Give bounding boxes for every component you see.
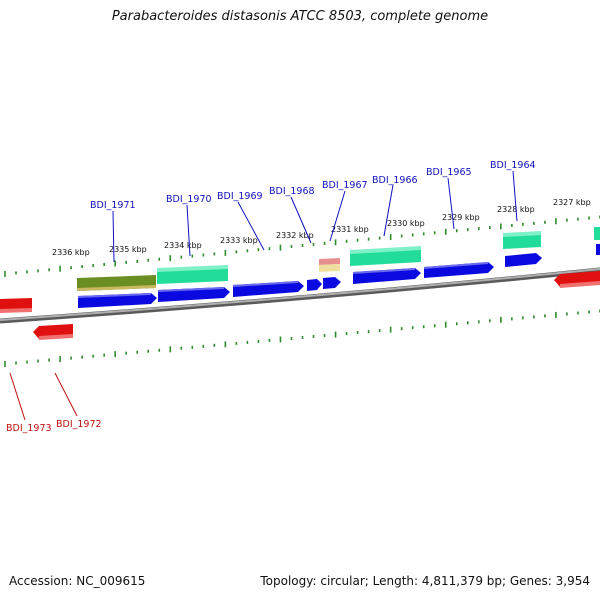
cog-bar-shade xyxy=(157,265,228,272)
gene-label[interactable]: BDI_1965 xyxy=(426,167,472,178)
gene-label[interactable]: BDI_1973 xyxy=(6,423,52,434)
gene-arrow-highlight xyxy=(78,293,151,298)
cog-bar xyxy=(319,258,340,265)
cog-bar xyxy=(350,249,421,266)
gene-arrow[interactable] xyxy=(307,279,322,291)
cog-bar xyxy=(319,264,340,272)
cog-bar xyxy=(503,234,541,249)
kbp-label: 2333 kbp xyxy=(220,236,258,245)
gene-label[interactable]: BDI_1969 xyxy=(217,191,263,202)
gene-label[interactable]: BDI_1967 xyxy=(322,180,368,191)
bottom-gene-labels: BDI_1973 BDI_1972 xyxy=(6,419,102,434)
bottom-label-leaders xyxy=(9,372,78,421)
reverse-strand-genes xyxy=(0,271,600,340)
gene-label[interactable]: BDI_1964 xyxy=(490,160,536,171)
gene-arrow-highlight xyxy=(233,281,298,287)
gene-arrow-highlight xyxy=(560,281,600,288)
kbp-label: 2335 kbp xyxy=(109,245,147,254)
genome-backbone xyxy=(0,267,600,324)
lower-tick-ruler xyxy=(4,309,600,367)
forward-strand-genes xyxy=(78,244,600,308)
cog-bar-shade xyxy=(350,246,421,254)
cog-bar xyxy=(157,268,228,284)
genome-title: Parabacteroides distasonis ATCC 8503, co… xyxy=(111,9,489,24)
gene-arrow-highlight xyxy=(424,262,488,269)
gene-label[interactable]: BDI_1972 xyxy=(56,419,102,430)
cog-bar-shade xyxy=(503,231,541,237)
gene-arrow[interactable] xyxy=(596,244,600,255)
gene-label[interactable]: BDI_1966 xyxy=(372,175,418,186)
topology-text: Topology: circular; Length: 4,811,379 bp… xyxy=(260,574,590,588)
kbp-label: 2336 kbp xyxy=(52,248,90,257)
gene-label[interactable]: BDI_1968 xyxy=(269,186,315,197)
accession-text: Accession: NC_009615 xyxy=(9,574,146,588)
top-label-leaders xyxy=(112,170,518,263)
gene-arrow-highlight xyxy=(39,334,73,340)
gene-arrow[interactable] xyxy=(505,253,542,267)
cog-bar-shade xyxy=(77,285,156,291)
gene-arrow-highlight xyxy=(353,268,415,274)
kbp-label: 2334 kbp xyxy=(164,241,202,250)
cog-bars xyxy=(77,227,600,291)
kbp-label: 2331 kbp xyxy=(331,225,369,234)
gene-arrow-highlight xyxy=(0,308,32,313)
kbp-label: 2330 kbp xyxy=(387,219,425,228)
gene-arrow[interactable] xyxy=(323,277,341,289)
kbp-label: 2329 kbp xyxy=(442,213,480,222)
upper-tick-ruler xyxy=(4,215,600,277)
top-gene-labels: BDI_1971 BDI_1970 BDI_1969 BDI_1968 BDI_… xyxy=(90,160,536,211)
gene-label[interactable]: BDI_1970 xyxy=(166,194,212,205)
kbp-label: 2332 kbp xyxy=(276,231,314,240)
gene-arrow-highlight xyxy=(158,287,224,292)
cog-bar xyxy=(594,227,600,240)
gene-label[interactable]: BDI_1971 xyxy=(90,200,136,211)
kbp-label: 2327 kbp xyxy=(553,198,591,207)
